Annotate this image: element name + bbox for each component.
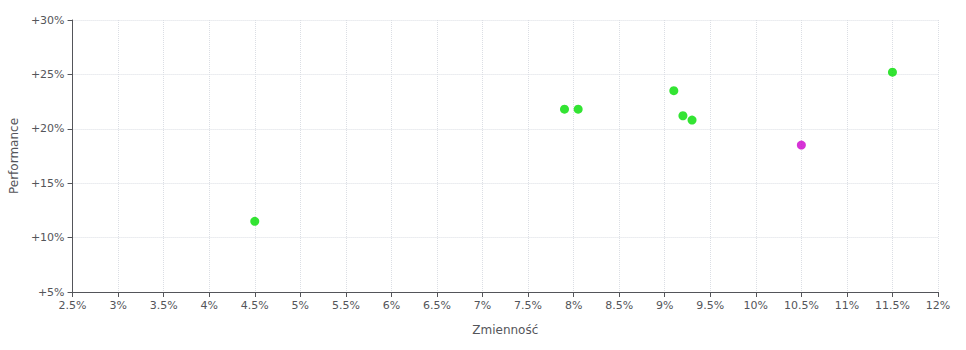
- svg-text:Performance: Performance: [7, 118, 21, 194]
- svg-text:12%: 12%: [926, 299, 950, 312]
- svg-text:5.5%: 5.5%: [332, 299, 360, 312]
- svg-text:4.5%: 4.5%: [241, 299, 269, 312]
- svg-text:+10%: +10%: [31, 231, 65, 244]
- svg-text:7.5%: 7.5%: [514, 299, 542, 312]
- svg-text:10%: 10%: [744, 299, 768, 312]
- svg-text:Zmienność: Zmienność: [472, 323, 538, 337]
- svg-text:+25%: +25%: [31, 68, 65, 81]
- svg-text:+30%: +30%: [31, 14, 65, 27]
- svg-text:9%: 9%: [656, 299, 673, 312]
- svg-text:8.5%: 8.5%: [605, 299, 633, 312]
- svg-text:+5%: +5%: [38, 286, 65, 299]
- svg-text:6%: 6%: [383, 299, 400, 312]
- svg-text:10.5%: 10.5%: [784, 299, 819, 312]
- svg-text:6.5%: 6.5%: [423, 299, 451, 312]
- svg-text:2.5%: 2.5%: [59, 299, 87, 312]
- svg-text:3%: 3%: [109, 299, 126, 312]
- svg-text:9.5%: 9.5%: [696, 299, 724, 312]
- svg-text:7%: 7%: [474, 299, 491, 312]
- svg-text:+20%: +20%: [31, 122, 65, 135]
- svg-text:11.5%: 11.5%: [875, 299, 910, 312]
- svg-text:5%: 5%: [292, 299, 309, 312]
- svg-text:3.5%: 3.5%: [150, 299, 178, 312]
- svg-text:+15%: +15%: [31, 177, 65, 190]
- svg-text:4%: 4%: [200, 299, 217, 312]
- svg-text:8%: 8%: [565, 299, 582, 312]
- svg-text:11%: 11%: [835, 299, 859, 312]
